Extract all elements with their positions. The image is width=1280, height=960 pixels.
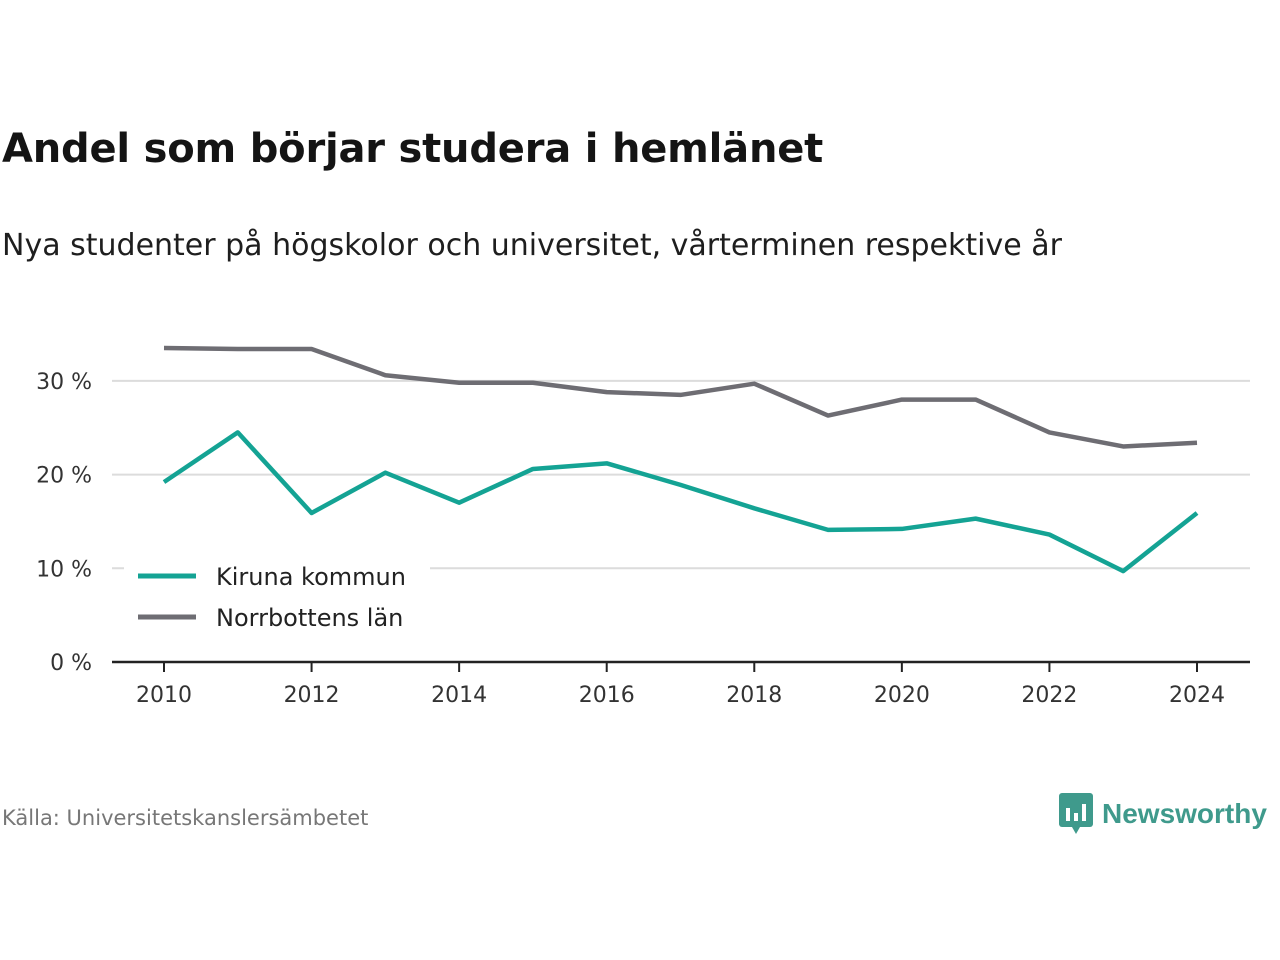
y-axis: 0 % 10 % 20 % 30 % [36,370,92,676]
series-line-kiruna-kommun [162,430,1199,574]
x-tick-label: 2024 [1169,683,1225,708]
x-tick-label: 2022 [1021,683,1077,708]
y-tick-label: 20 % [36,464,92,489]
line-chart: 0 % 10 % 20 % 30 % 2010 2012 2014 2016 2018 2020… [36,345,1250,708]
x-tick-label: 2014 [431,683,487,708]
chart-title: Andel som börjar studera i hemlänet [2,126,824,172]
source-note: Källa: Universitetskanslersämbetet [2,806,369,830]
series-lines [162,345,1199,574]
x-tick-label: 2020 [874,683,930,708]
legend-label: Norrbottens län [216,604,403,632]
series-line-norrbottens-län [163,345,1198,449]
gridlines [112,379,1250,570]
y-tick-label: 10 % [36,557,92,582]
y-tick-label: 30 % [36,370,92,395]
x-tick-label: 2018 [726,683,782,708]
legend-label: Kiruna kommun [216,563,406,591]
legend: Kiruna kommun Norrbottens län [124,550,430,642]
x-tick-label: 2016 [579,683,635,708]
brand-name: Newsworthy [1102,798,1267,829]
x-tick-label: 2012 [284,683,340,708]
brand-logo: Newsworthy [1058,792,1267,836]
legend-background [124,550,430,642]
chart-subtitle: Nya studenter på högskolor och universit… [2,228,1062,263]
x-axis: 2010 2012 2014 2016 2018 2020 2022 2024 [112,660,1250,708]
x-tick-label: 2010 [136,683,192,708]
newsworthy-logo-icon [1059,793,1093,834]
y-tick-label: 0 % [50,651,92,676]
